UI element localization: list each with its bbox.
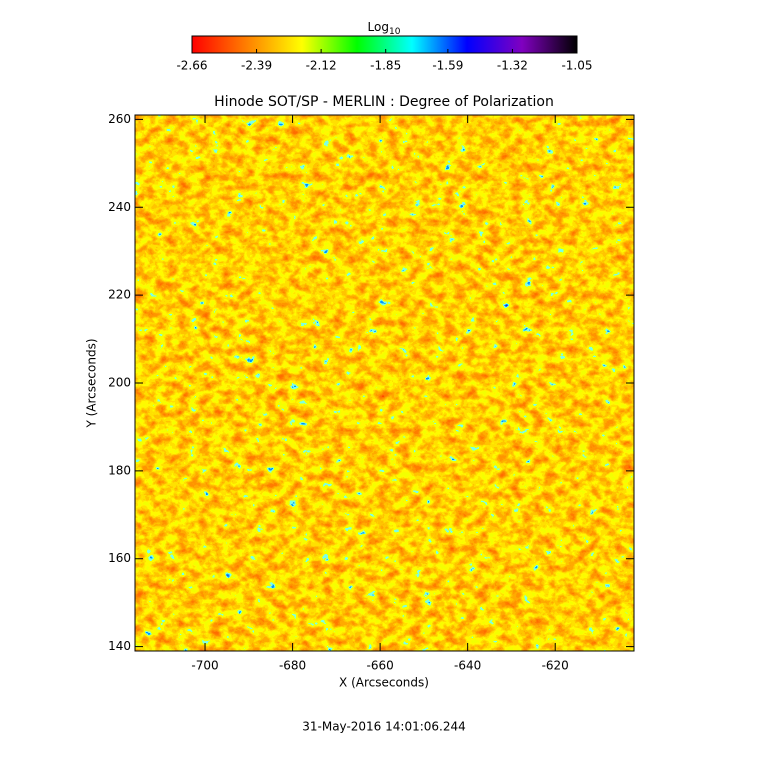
y-tick-label: 260	[108, 112, 131, 126]
colorbar	[191, 35, 578, 54]
y-tick-label: 180	[108, 463, 131, 477]
x-tick-label: -620	[542, 659, 569, 673]
chart-title: Hinode SOT/SP - MERLIN : Degree of Polar…	[214, 94, 554, 110]
y-axis-label: Y (Arcseconds)	[85, 338, 99, 428]
heatmap-image	[135, 115, 634, 651]
x-tick-label: -640	[454, 659, 481, 673]
y-tick-label: 140	[108, 639, 131, 653]
x-tick-label: -700	[191, 659, 218, 673]
colorbar-label: Log10	[368, 20, 401, 37]
x-tick-label: -680	[279, 659, 306, 673]
colorbar-label-sub: 10	[389, 27, 401, 37]
colorbar-tick-label: -1.59	[432, 59, 463, 73]
y-tick-label: 200	[108, 376, 131, 390]
y-tick-label: 240	[108, 200, 131, 214]
x-axis-label: X (Arcseconds)	[339, 676, 429, 690]
colorbar-label-main: Log	[368, 20, 389, 34]
x-tick-label: -660	[367, 659, 394, 673]
colorbar-tick-label: -1.05	[561, 59, 592, 73]
colorbar-tick-label: -2.39	[241, 59, 272, 73]
y-tick-label: 160	[108, 551, 131, 565]
colorbar-tick-label: -2.12	[306, 59, 337, 73]
colorbar-tick-label: -2.66	[176, 59, 207, 73]
timestamp: 31-May-2016 14:01:06.244	[302, 720, 466, 734]
colorbar-tick-label: -1.85	[370, 59, 401, 73]
colorbar-tick-label: -1.32	[497, 59, 528, 73]
y-tick-label: 220	[108, 288, 131, 302]
